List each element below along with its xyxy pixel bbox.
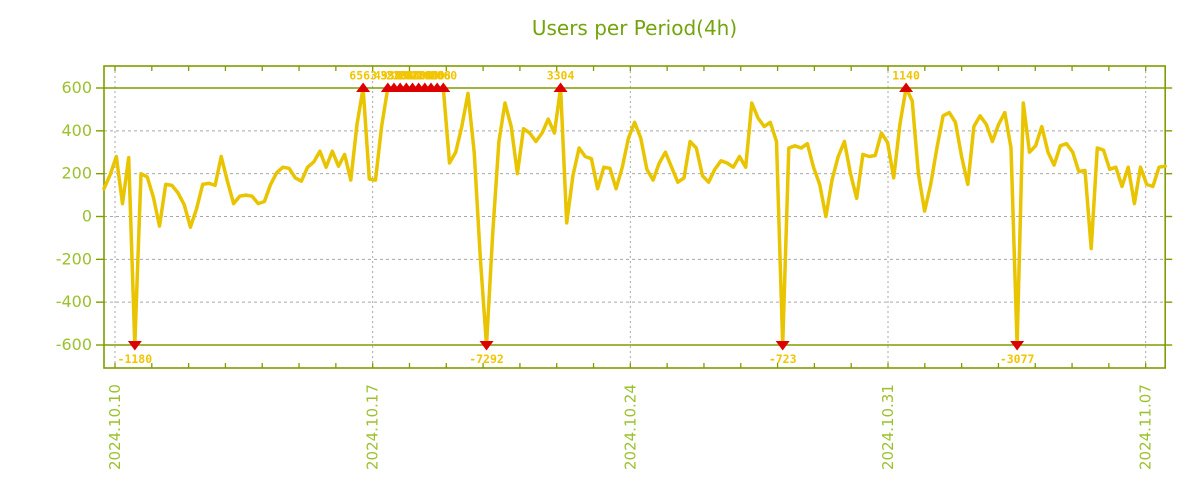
- peak-value-annotation: 3304: [547, 68, 575, 82]
- clip-marker-down: [479, 341, 494, 351]
- trough-value-annotation: -3077: [1000, 352, 1035, 366]
- peak-value-annotation: 1960: [417, 68, 445, 82]
- x-axis-date-label: 2024.10.24: [621, 384, 639, 470]
- x-axis-date-label: 2024.10.10: [106, 384, 124, 470]
- peak-value-annotation: 4934: [374, 68, 402, 82]
- peak-value-annotation: 2060: [429, 68, 457, 82]
- y-axis-label: -400: [56, 292, 92, 311]
- peak-value-annotation: 2168: [386, 68, 414, 82]
- chart-title: Users per Period(4h): [531, 16, 738, 40]
- peak-value-annotation: 6563: [349, 68, 377, 82]
- peak-value-annotation: 1140: [892, 68, 920, 82]
- x-axis-date-label: 2024.10.31: [879, 384, 897, 470]
- peak-value-annotation: 2060: [399, 68, 427, 82]
- clip-marker-up: [899, 82, 914, 92]
- trough-value-annotation: -7292: [469, 352, 504, 366]
- y-axis-label: 200: [61, 164, 92, 183]
- y-axis-label: 0: [82, 207, 92, 226]
- clip-marker-down: [1010, 341, 1025, 351]
- trough-value-annotation: -1180: [118, 352, 153, 366]
- peak-value-annotation: 3168: [405, 68, 433, 82]
- users-series-line: [102, 86, 1167, 347]
- y-axis-label: -200: [56, 249, 92, 268]
- trough-value-annotation: -723: [769, 352, 797, 366]
- y-axis-label: 400: [61, 121, 92, 140]
- peak-value-annotation: 3583: [380, 68, 408, 82]
- clip-marker-up: [436, 82, 451, 92]
- peak-value-annotation: 4068: [423, 68, 451, 82]
- clip-marker-down: [775, 341, 790, 351]
- x-axis-date-label: 2024.10.17: [364, 384, 382, 470]
- peak-value-annotation: 2864: [411, 68, 439, 82]
- y-axis-label: 600: [61, 78, 92, 97]
- clip-marker-down: [127, 341, 142, 351]
- y-axis-label: -600: [56, 335, 92, 354]
- x-axis-date-label: 2024.11.07: [1137, 384, 1155, 470]
- clip-marker-up: [356, 82, 371, 92]
- peak-value-annotation: 1964: [392, 68, 420, 82]
- clip-marker-up: [553, 82, 568, 92]
